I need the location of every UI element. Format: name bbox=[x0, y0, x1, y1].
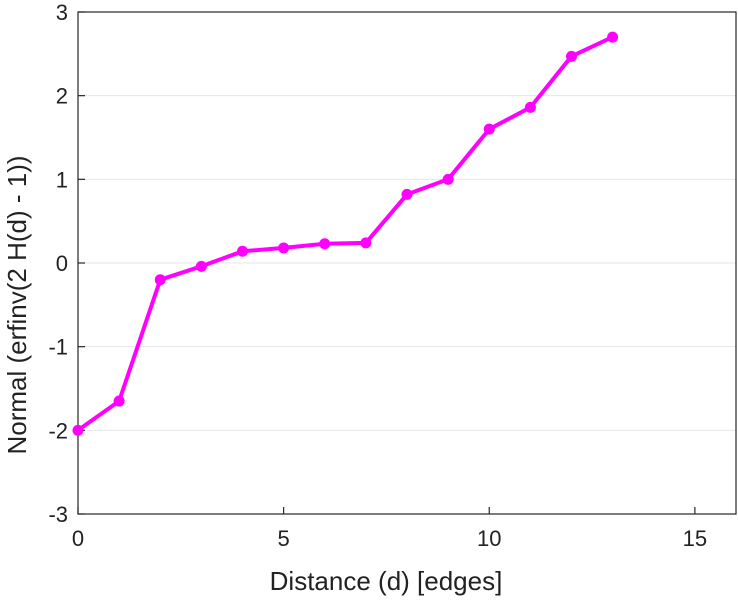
data-point bbox=[442, 173, 454, 185]
data-point bbox=[483, 123, 495, 135]
data-point bbox=[360, 237, 372, 249]
data-point bbox=[401, 188, 413, 200]
y-axis-label: Normal (erfinv(2 H(d) - 1)) bbox=[2, 155, 32, 454]
data-point bbox=[113, 395, 125, 407]
x-tick-label: 0 bbox=[72, 526, 84, 551]
x-tick-label: 10 bbox=[477, 526, 501, 551]
y-tick-label: 0 bbox=[56, 251, 68, 276]
data-point bbox=[607, 31, 619, 43]
y-tick-label: -1 bbox=[48, 335, 68, 360]
y-tick-label: -3 bbox=[48, 502, 68, 527]
grid-lines bbox=[78, 95, 736, 431]
y-tick-label: 3 bbox=[56, 0, 68, 25]
y-tick-label: 1 bbox=[56, 167, 68, 192]
series-line bbox=[76, 35, 614, 432]
series-group bbox=[72, 31, 619, 436]
data-point bbox=[566, 50, 577, 62]
data-point bbox=[278, 242, 290, 254]
data-point bbox=[154, 274, 166, 286]
x-tick-label: 15 bbox=[683, 526, 707, 551]
x-axis-label: Distance (d) [edges] bbox=[270, 566, 503, 596]
data-point bbox=[524, 101, 536, 113]
axis-ticks: -3 -2 -1 0 1 2 3 0 5 10 15 bbox=[48, 0, 707, 551]
data-point bbox=[195, 260, 207, 272]
data-point bbox=[237, 245, 248, 257]
data-point bbox=[72, 424, 84, 436]
x-tick-label: 5 bbox=[278, 526, 290, 551]
y-tick-label: -2 bbox=[48, 418, 68, 443]
data-point bbox=[319, 238, 331, 250]
y-tick-label: 2 bbox=[56, 84, 68, 109]
